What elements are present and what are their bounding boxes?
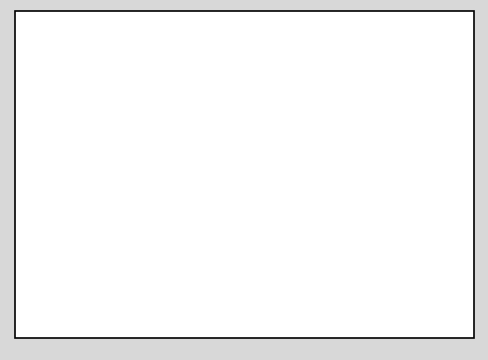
Text: 15: 15 — [355, 181, 368, 191]
Polygon shape — [210, 247, 306, 293]
Bar — [191, 180, 201, 220]
Bar — [345, 170, 362, 216]
Polygon shape — [373, 55, 407, 65]
Text: 21: 21 — [423, 227, 436, 237]
Bar — [137, 156, 163, 167]
Text: 32: 32 — [192, 269, 205, 279]
Polygon shape — [254, 282, 337, 309]
Polygon shape — [166, 263, 250, 303]
Polygon shape — [74, 95, 85, 236]
Text: 28: 28 — [196, 300, 209, 310]
Text: 23: 23 — [332, 300, 346, 310]
Text: 8: 8 — [359, 146, 365, 156]
Text: 11: 11 — [140, 134, 153, 144]
Bar — [137, 115, 163, 126]
Polygon shape — [373, 232, 425, 286]
Text: 12: 12 — [102, 231, 115, 241]
Bar — [162, 297, 183, 309]
Polygon shape — [250, 77, 261, 89]
Polygon shape — [417, 224, 432, 257]
Polygon shape — [326, 114, 345, 157]
Bar — [137, 143, 163, 153]
Text: 17: 17 — [236, 165, 249, 175]
Text: 33: 33 — [192, 181, 205, 191]
Text: 9: 9 — [366, 219, 373, 229]
Text: 34: 34 — [73, 137, 86, 147]
Text: 22: 22 — [327, 285, 340, 294]
Bar — [185, 299, 202, 310]
Bar — [137, 184, 163, 195]
Polygon shape — [76, 268, 104, 291]
Text: 14: 14 — [294, 235, 307, 244]
Polygon shape — [335, 293, 407, 316]
Text: 5: 5 — [312, 78, 319, 88]
Bar — [137, 129, 163, 139]
Text: 29: 29 — [169, 296, 183, 306]
Bar — [74, 57, 424, 302]
Text: 31: 31 — [77, 288, 90, 298]
Polygon shape — [358, 234, 427, 282]
Bar — [137, 101, 163, 112]
Text: 24: 24 — [387, 254, 401, 264]
Text: 6: 6 — [263, 78, 269, 88]
Text: 25: 25 — [119, 258, 132, 267]
Text: 13: 13 — [90, 231, 103, 241]
Polygon shape — [319, 278, 356, 309]
Polygon shape — [342, 255, 373, 288]
Text: 4: 4 — [359, 100, 365, 110]
Text: 30: 30 — [77, 300, 90, 310]
Polygon shape — [360, 216, 396, 253]
Bar — [107, 257, 167, 280]
Polygon shape — [261, 78, 271, 89]
Polygon shape — [81, 149, 108, 224]
Polygon shape — [104, 224, 127, 257]
Text: 2: 2 — [428, 173, 434, 183]
Text: 26: 26 — [279, 300, 292, 310]
Polygon shape — [404, 296, 425, 316]
Ellipse shape — [84, 293, 94, 299]
Text: 18: 18 — [246, 265, 260, 275]
Text: 10: 10 — [346, 258, 359, 267]
Text: 35: 35 — [410, 302, 424, 311]
Polygon shape — [333, 60, 365, 72]
Polygon shape — [134, 89, 166, 209]
Bar — [137, 198, 163, 209]
Bar — [293, 230, 312, 268]
Polygon shape — [356, 65, 424, 230]
Text: 1: 1 — [225, 306, 232, 316]
Text: 7: 7 — [249, 78, 256, 88]
Text: 20: 20 — [198, 101, 211, 111]
Bar — [272, 219, 286, 253]
Bar — [137, 170, 163, 181]
Text: 27: 27 — [79, 269, 92, 279]
Ellipse shape — [86, 301, 93, 306]
Text: 19: 19 — [234, 265, 247, 275]
Text: 3: 3 — [422, 84, 428, 94]
Text: 16: 16 — [269, 219, 283, 229]
Text: 1: 1 — [225, 308, 232, 318]
Polygon shape — [236, 142, 261, 201]
Polygon shape — [282, 70, 329, 186]
